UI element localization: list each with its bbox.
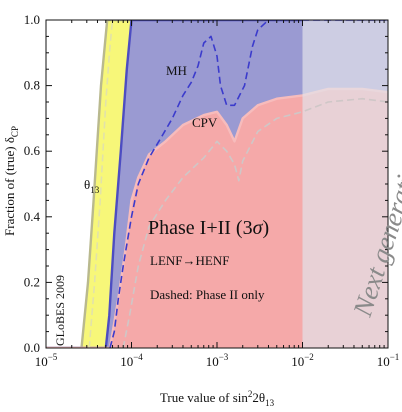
y-tick-label: 0.6 — [24, 143, 41, 158]
x-tick-label: 10−4 — [120, 352, 143, 369]
13-edge-line — [46, 20, 388, 348]
mh-edge-line — [46, 20, 388, 348]
mh-label: MH — [166, 63, 187, 78]
plot-area — [46, 20, 388, 348]
y-tick-label: 0.2 — [24, 274, 40, 289]
phase-title: Phase I+II (3σ) — [148, 217, 269, 239]
dashed-note: Dashed: Phase II only — [150, 287, 265, 302]
y-tick-label: 0.4 — [24, 209, 41, 224]
cpv-edge-line — [46, 87, 388, 348]
lenf-henf-label: LENF→HENF — [150, 253, 229, 268]
excluded-region — [302, 20, 388, 348]
x-tick-label: 10−5 — [35, 352, 58, 369]
theta13-label: θ13 — [84, 177, 100, 195]
x-axis-label: True value of sin22θ13 — [160, 389, 275, 408]
y-axis-label: Fraction of (true) δCP — [2, 126, 20, 236]
y-tick-label: 0.0 — [24, 340, 40, 355]
x-tick-label: 10−3 — [206, 352, 229, 369]
cpv-phase-ii-only-dashed-line — [122, 97, 388, 348]
series-layers — [46, 20, 388, 348]
globes-label: GLoBES 2009 — [53, 275, 67, 346]
y-tick-label: 0.8 — [24, 78, 40, 93]
mh-phase-ii-only-dashed-line — [109, 20, 388, 348]
cpv-label: CPV — [192, 115, 218, 130]
y-tick-label: 1.0 — [24, 12, 40, 27]
axis-ticks: 10−5 10−4 10−3 10−2 10−1 0.0 0.2 0.4 0.6 0.8 1.0 — [24, 12, 400, 369]
x-tick-label: 10−1 — [377, 352, 400, 369]
x-tick-label: 10−2 — [291, 352, 314, 369]
